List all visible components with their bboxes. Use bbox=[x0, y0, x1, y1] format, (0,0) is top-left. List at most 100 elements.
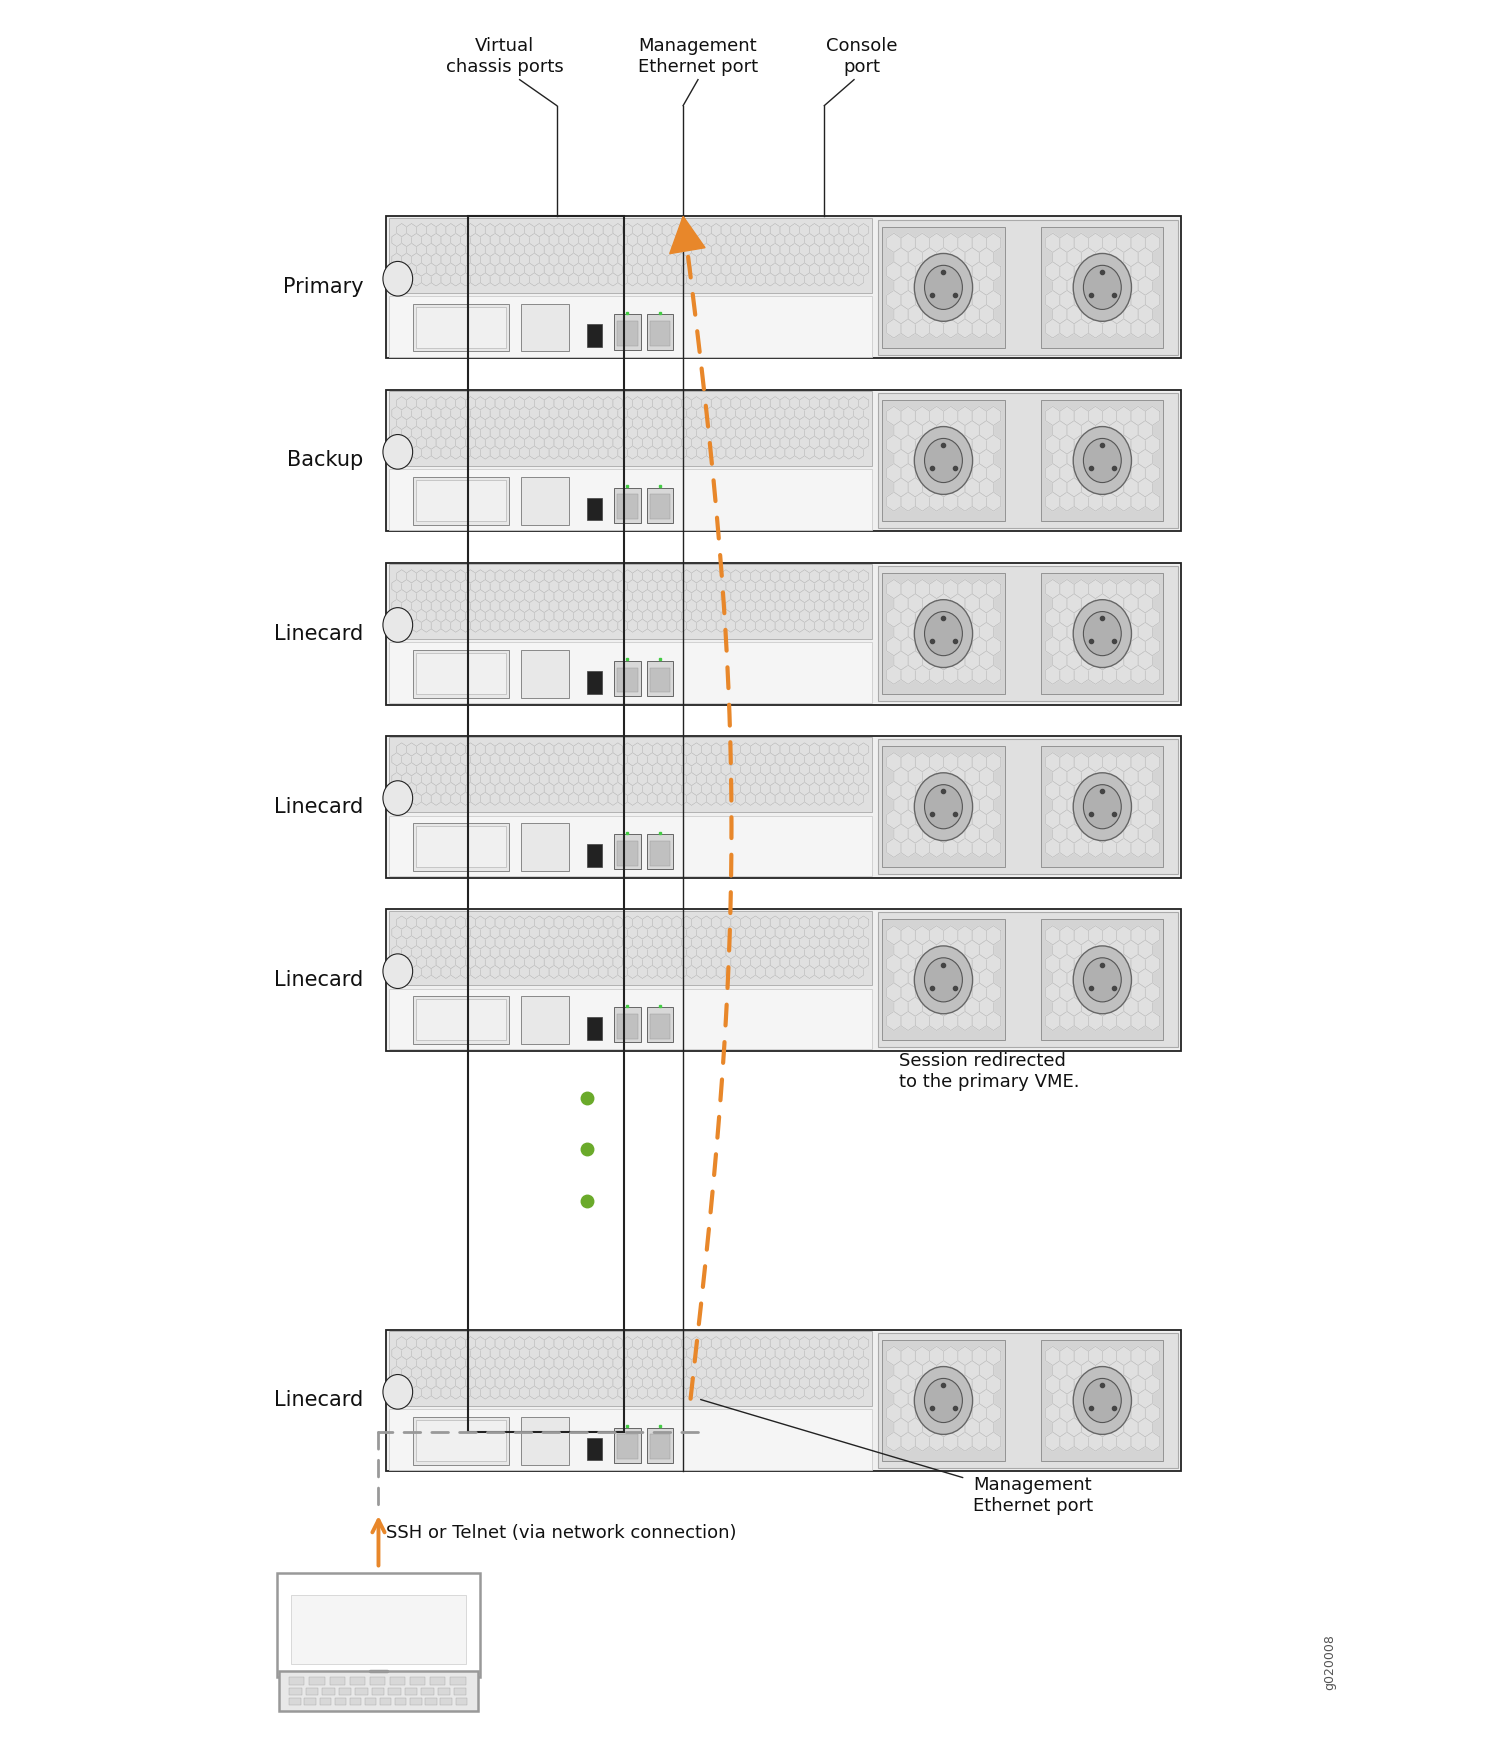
Polygon shape bbox=[1118, 1347, 1131, 1365]
Polygon shape bbox=[795, 773, 804, 785]
Polygon shape bbox=[594, 743, 603, 756]
Polygon shape bbox=[784, 619, 795, 632]
Polygon shape bbox=[1046, 1403, 1060, 1422]
Polygon shape bbox=[452, 253, 460, 267]
Polygon shape bbox=[756, 965, 765, 979]
Polygon shape bbox=[530, 1347, 538, 1359]
Polygon shape bbox=[490, 619, 500, 632]
Polygon shape bbox=[484, 763, 495, 777]
Polygon shape bbox=[894, 651, 908, 670]
Polygon shape bbox=[633, 417, 642, 429]
Polygon shape bbox=[422, 253, 430, 267]
Polygon shape bbox=[534, 1377, 544, 1389]
Polygon shape bbox=[402, 272, 411, 286]
Polygon shape bbox=[1124, 1417, 1138, 1436]
Polygon shape bbox=[668, 407, 676, 419]
Polygon shape bbox=[834, 253, 844, 267]
FancyBboxPatch shape bbox=[413, 824, 510, 871]
Polygon shape bbox=[603, 569, 613, 583]
Polygon shape bbox=[987, 1403, 1000, 1422]
Polygon shape bbox=[1066, 968, 1082, 988]
Polygon shape bbox=[1066, 248, 1082, 267]
FancyBboxPatch shape bbox=[410, 1698, 422, 1705]
Polygon shape bbox=[446, 956, 456, 968]
Polygon shape bbox=[853, 426, 864, 440]
Polygon shape bbox=[980, 276, 993, 295]
Polygon shape bbox=[765, 946, 776, 958]
Polygon shape bbox=[417, 223, 426, 237]
Polygon shape bbox=[560, 752, 568, 766]
FancyBboxPatch shape bbox=[882, 1340, 1005, 1461]
Polygon shape bbox=[987, 1433, 1000, 1452]
Polygon shape bbox=[958, 1403, 972, 1422]
Polygon shape bbox=[706, 1347, 716, 1359]
Polygon shape bbox=[1118, 492, 1131, 511]
Polygon shape bbox=[514, 935, 525, 949]
Polygon shape bbox=[834, 407, 844, 419]
Polygon shape bbox=[506, 396, 515, 410]
Polygon shape bbox=[676, 752, 687, 766]
Polygon shape bbox=[1138, 1389, 1152, 1408]
Polygon shape bbox=[795, 1386, 804, 1399]
Polygon shape bbox=[958, 435, 972, 454]
Polygon shape bbox=[1131, 1347, 1144, 1365]
Polygon shape bbox=[549, 447, 560, 459]
Polygon shape bbox=[716, 1386, 726, 1399]
Polygon shape bbox=[430, 1366, 441, 1379]
Polygon shape bbox=[1074, 234, 1089, 253]
Polygon shape bbox=[500, 253, 510, 267]
Polygon shape bbox=[588, 965, 598, 979]
FancyBboxPatch shape bbox=[413, 649, 510, 698]
Polygon shape bbox=[668, 253, 676, 267]
Polygon shape bbox=[476, 223, 484, 237]
Polygon shape bbox=[696, 579, 706, 593]
Polygon shape bbox=[1082, 478, 1095, 497]
Polygon shape bbox=[915, 1347, 930, 1365]
Polygon shape bbox=[594, 417, 603, 429]
Polygon shape bbox=[1144, 464, 1160, 483]
Polygon shape bbox=[411, 752, 422, 766]
Polygon shape bbox=[422, 946, 430, 958]
Polygon shape bbox=[886, 607, 902, 626]
Polygon shape bbox=[746, 1366, 756, 1379]
Polygon shape bbox=[1138, 941, 1152, 960]
FancyBboxPatch shape bbox=[650, 1434, 670, 1459]
Polygon shape bbox=[534, 436, 544, 448]
Polygon shape bbox=[972, 435, 987, 454]
Polygon shape bbox=[1060, 319, 1074, 339]
Polygon shape bbox=[711, 916, 722, 928]
Polygon shape bbox=[1046, 407, 1060, 426]
Polygon shape bbox=[1074, 290, 1089, 309]
Polygon shape bbox=[544, 590, 554, 602]
Polygon shape bbox=[944, 319, 958, 339]
Polygon shape bbox=[446, 763, 456, 777]
Polygon shape bbox=[1074, 982, 1089, 1002]
Polygon shape bbox=[519, 407, 530, 419]
Polygon shape bbox=[1138, 623, 1152, 642]
Polygon shape bbox=[668, 579, 676, 593]
Polygon shape bbox=[638, 752, 648, 766]
Polygon shape bbox=[540, 946, 549, 958]
Polygon shape bbox=[392, 447, 402, 459]
Polygon shape bbox=[465, 223, 476, 237]
FancyBboxPatch shape bbox=[309, 1677, 324, 1686]
Polygon shape bbox=[902, 607, 915, 626]
Polygon shape bbox=[716, 946, 726, 958]
Polygon shape bbox=[736, 407, 746, 419]
Polygon shape bbox=[1060, 955, 1074, 974]
Polygon shape bbox=[519, 752, 530, 766]
Polygon shape bbox=[1144, 1433, 1160, 1452]
Polygon shape bbox=[736, 599, 746, 612]
Polygon shape bbox=[853, 234, 864, 246]
Polygon shape bbox=[500, 1347, 510, 1359]
Polygon shape bbox=[540, 579, 549, 593]
Polygon shape bbox=[392, 272, 402, 286]
Polygon shape bbox=[662, 763, 672, 777]
Polygon shape bbox=[819, 609, 830, 623]
Polygon shape bbox=[510, 792, 519, 806]
Polygon shape bbox=[406, 1377, 417, 1389]
Polygon shape bbox=[519, 792, 530, 806]
Polygon shape bbox=[598, 1386, 608, 1399]
Polygon shape bbox=[554, 609, 564, 623]
Polygon shape bbox=[1110, 305, 1124, 325]
